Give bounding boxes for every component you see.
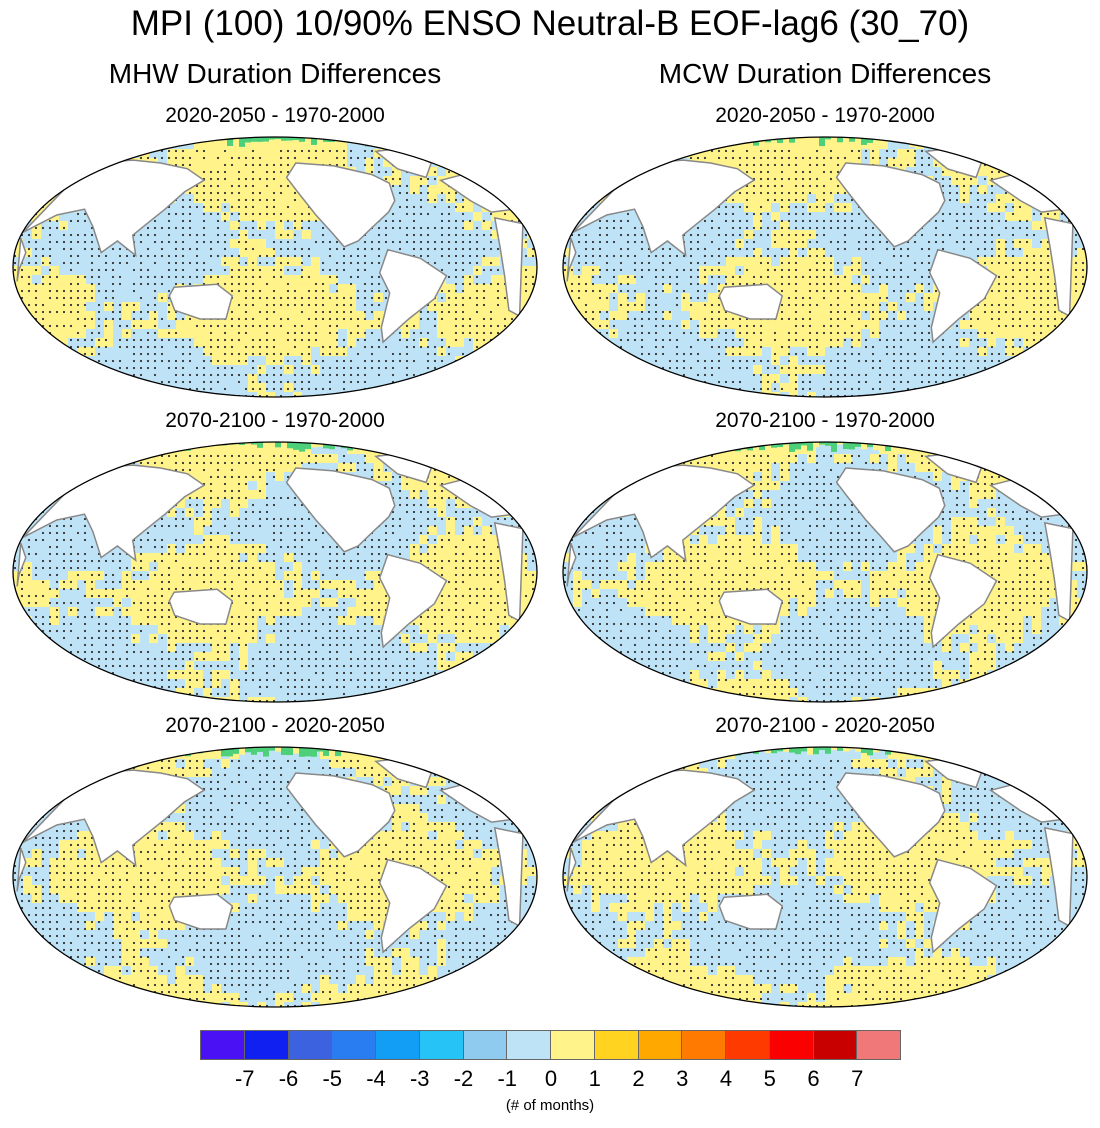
colorbar-units: (# of months) <box>505 1097 595 1114</box>
mhw-column-title: MHW Duration Differences <box>108 58 442 89</box>
ocean-field <box>13 442 537 702</box>
map-panel-mcw-1: 2020-2050 - 1970-2000 <box>555 103 1095 403</box>
ocean-field <box>13 747 537 1007</box>
landmass <box>16 237 27 282</box>
colorbar-tick-label: 7 <box>851 1066 864 1091</box>
colorbar-tick-label: 2 <box>632 1066 645 1091</box>
colorbar-tick-label: 0 <box>544 1066 558 1091</box>
landmass <box>285 772 396 858</box>
colorbar-tick-label: -5 <box>322 1066 343 1091</box>
colorbar-tick-label: 4 <box>719 1066 733 1091</box>
colorbar-swatch <box>375 1030 420 1060</box>
map-outline <box>562 441 1088 703</box>
landmass <box>928 248 998 344</box>
map-outline <box>562 136 1088 398</box>
colorbar-tick-label: -2 <box>453 1066 474 1091</box>
colorbar-swatch <box>856 1030 901 1060</box>
landmass <box>16 542 27 587</box>
figure-title: MPI (100) 10/90% ENSO Neutral-B EOF-lag6… <box>130 4 970 43</box>
ocean-field <box>563 442 1087 702</box>
colorbar-swatch <box>550 1030 595 1060</box>
panel-title: 2070-2100 - 2020-2050 <box>715 714 935 737</box>
colorbar <box>200 1030 901 1064</box>
panel-title: 2070-2100 - 2020-2050 <box>165 714 385 737</box>
landmass <box>168 283 234 320</box>
landmass <box>928 553 998 649</box>
landmass <box>572 464 756 563</box>
panel-title: 2020-2050 - 1970-2000 <box>165 104 385 127</box>
colorbar-swatch <box>681 1030 726 1060</box>
colorbar-swatch <box>506 1030 551 1060</box>
landmass <box>22 464 206 563</box>
landmass <box>285 467 396 553</box>
landmass <box>22 769 206 868</box>
colorbar-tick-label: 5 <box>763 1066 776 1091</box>
ocean-field <box>13 137 537 397</box>
colorbar-tick-label: -7 <box>234 1066 255 1091</box>
map-panel-mhw-2: 2070-2100 - 1970-2000 <box>5 408 545 708</box>
mcw-column-title: MCW Duration Differences <box>658 58 992 89</box>
map-panel-mcw-2: 2070-2100 - 1970-2000 <box>555 408 1095 708</box>
map-outline <box>562 746 1088 1008</box>
colorbar-swatch <box>768 1030 814 1060</box>
landmass <box>835 162 946 248</box>
landmass <box>718 283 784 320</box>
map-outline <box>12 441 538 703</box>
panel-title: 2070-2100 - 1970-2000 <box>165 409 385 432</box>
colorbar-swatch <box>593 1030 639 1060</box>
colorbar-swatch <box>287 1030 333 1060</box>
colorbar-swatch <box>462 1030 508 1060</box>
robinson-map <box>562 136 1088 398</box>
colorbar-swatch <box>418 1030 464 1060</box>
panel-title: 2070-2100 - 1970-2000 <box>715 409 935 432</box>
landmass <box>285 162 396 248</box>
landmass <box>572 769 756 868</box>
landmass <box>835 467 946 553</box>
ocean-field <box>563 137 1087 397</box>
landmass <box>566 542 577 587</box>
colorbar-swatch <box>812 1030 858 1060</box>
landmass <box>718 588 784 625</box>
map-outline <box>12 746 538 1008</box>
colorbar-tick-label: -6 <box>278 1066 299 1091</box>
colorbar-swatch <box>243 1030 289 1060</box>
colorbar-tick-label: 6 <box>807 1066 820 1091</box>
landmass <box>566 237 577 282</box>
colorbar-tick-label: -3 <box>409 1066 430 1091</box>
colorbar-tick-label: 3 <box>676 1066 689 1091</box>
colorbar-swatch <box>331 1030 376 1060</box>
map-panel-mhw-1: 2020-2050 - 1970-2000 <box>5 103 545 403</box>
landmass <box>16 847 27 892</box>
panel-title: 2020-2050 - 1970-2000 <box>715 104 935 127</box>
colorbar-tick-label: -4 <box>366 1066 386 1091</box>
landmass <box>718 893 784 930</box>
landmass <box>378 553 448 649</box>
landmass <box>168 893 234 930</box>
landmass <box>928 858 998 954</box>
map-panel-mhw-3: 2070-2100 - 2020-2050 <box>5 713 545 1013</box>
colorbar-tick-label: 1 <box>588 1066 601 1091</box>
robinson-map <box>12 136 538 398</box>
landmass <box>378 858 448 954</box>
robinson-map <box>12 746 538 1008</box>
landmass <box>22 159 206 258</box>
landmass <box>572 159 756 258</box>
ocean-field <box>563 747 1087 1007</box>
colorbar-swatch <box>637 1030 683 1060</box>
map-panel-mcw-3: 2070-2100 - 2020-2050 <box>555 713 1095 1013</box>
map-outline <box>12 136 538 398</box>
robinson-map <box>562 441 1088 703</box>
landmass <box>835 772 946 858</box>
landmass <box>168 588 234 625</box>
colorbar-swatch <box>725 1030 770 1060</box>
robinson-map <box>562 746 1088 1008</box>
robinson-map <box>12 441 538 703</box>
landmass <box>378 248 448 344</box>
colorbar-swatch <box>200 1030 245 1060</box>
landmass <box>566 847 577 892</box>
colorbar-tick-label: -1 <box>497 1066 518 1091</box>
